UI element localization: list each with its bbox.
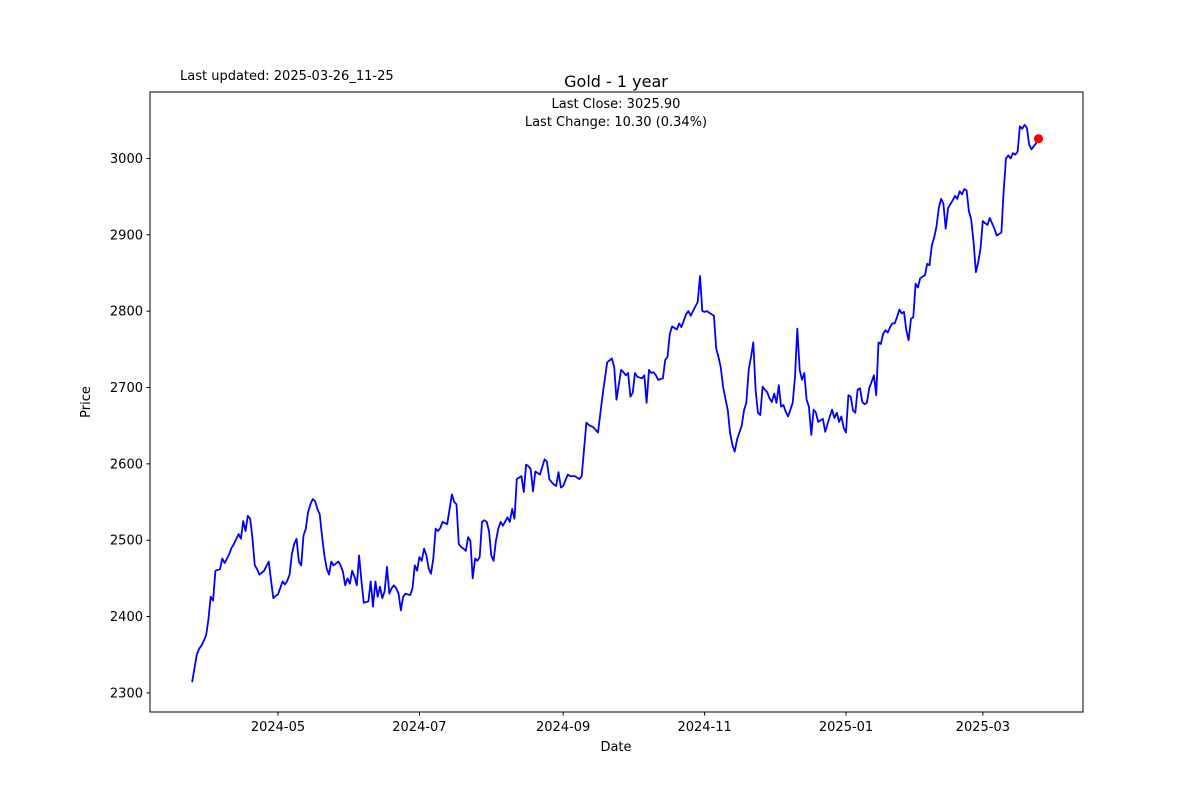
plot-area [149,91,1084,713]
last-close-annotation: Last Close: 3025.90 [552,97,681,112]
y-tick-label: 2900 [110,228,143,243]
last-point-marker [1033,134,1044,144]
chart-title: Gold - 1 year [564,72,668,91]
y-tick-label: 2700 [110,381,143,396]
y-axis-label: Price [79,386,94,418]
x-axis-label: Date [600,740,631,755]
x-tick-label: 2024-11 [677,720,731,735]
x-tick-label: 2025-01 [819,720,873,735]
x-axis-ticks: 2024-05 2024-07 2024-09 2024-11 2025-01 2025-… [251,712,1010,735]
y-tick-label: 2300 [110,686,143,701]
x-tick-label: 2024-05 [251,720,305,735]
x-tick-label: 2025-03 [956,720,1010,735]
y-tick-label: 2800 [110,305,143,320]
y-tick-label: 2400 [110,610,143,625]
x-tick-label: 2024-09 [536,720,590,735]
x-tick-label: 2024-07 [392,720,446,735]
y-tick-label: 2500 [110,534,143,549]
y-axis-ticks: 2300 2400 2500 2600 2700 2800 2900 3000 [110,152,150,701]
last-updated-label: Last updated: 2025-03-26_11-25 [180,69,394,84]
price-line [191,123,1040,683]
last-change-annotation: Last Change: 10.30 (0.34%) [525,115,707,130]
y-tick-label: 2600 [110,457,143,472]
y-tick-label: 3000 [110,152,143,167]
